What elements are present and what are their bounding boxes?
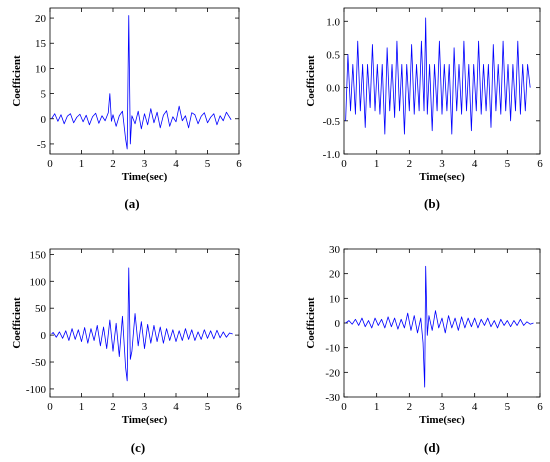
y-tick-label: -30 — [325, 392, 340, 404]
axes-frame — [343, 7, 541, 155]
x-tick-label: 4 — [173, 401, 179, 413]
y-tick-label: 150 — [30, 249, 47, 261]
x-tick-label: 6 — [537, 158, 543, 170]
x-tick-label: 2 — [110, 158, 116, 170]
y-tick-label: -50 — [31, 357, 46, 369]
y-tick-label: -1.0 — [323, 149, 341, 161]
y-tick-label: -5 — [37, 139, 47, 151]
x-axis-label: Time(sec) — [122, 171, 168, 183]
x-tick-label: 2 — [110, 401, 116, 413]
x-tick-label: 5 — [505, 401, 511, 413]
x-tick-label: 0 — [341, 158, 347, 170]
y-tick-label: 50 — [35, 303, 47, 315]
y-tick-label: 100 — [30, 276, 47, 288]
x-axis-label: Time(sec) — [122, 414, 168, 426]
x-tick-label: 3 — [439, 158, 445, 170]
x-tick-label: 6 — [236, 158, 242, 170]
x-tick-label: 6 — [236, 401, 242, 413]
y-tick-label: 30 — [329, 244, 341, 256]
y-tick-label: 20 — [35, 13, 47, 25]
y-tick-label: 15 — [35, 38, 47, 50]
y-tick-label: -0.5 — [323, 116, 341, 128]
axes-frame — [49, 7, 240, 155]
x-tick-label: 2 — [407, 158, 413, 170]
series-line-c-0 — [51, 267, 233, 382]
y-tick-label: 0 — [41, 114, 47, 126]
x-tick-label: 4 — [173, 158, 179, 170]
y-tick-label: 20 — [329, 269, 341, 281]
panel-label-c: (c) — [131, 440, 145, 455]
x-tick-label: 3 — [439, 401, 445, 413]
panel-c: 0 1 2 3 4 5 6 -100 -50 0 50 100 150 Time(sec) Coeffici… — [11, 248, 242, 455]
axes-frame — [49, 248, 240, 398]
panel-b: 0 1 2 3 4 5 6 -1.0 -0.5 0.0 0.5 1.0 Time(sec) Coeffic… — [305, 7, 543, 211]
x-tick-label: 5 — [505, 158, 511, 170]
x-tick-label: 1 — [374, 401, 380, 413]
y-axis-label: Coefficient — [305, 297, 317, 349]
x-tick-label: 0 — [47, 401, 53, 413]
x-axis-label: Time(sec) — [419, 414, 465, 426]
y-axis-label: Coefficient — [11, 55, 23, 107]
y-tick-label: 0 — [335, 318, 341, 330]
y-tick-label: 0.5 — [326, 49, 340, 61]
y-tick-label: -100 — [26, 384, 47, 396]
x-tick-label: 2 — [407, 401, 413, 413]
x-tick-label: 3 — [142, 158, 148, 170]
y-tick-label: -20 — [325, 367, 340, 379]
y-axis-label: Coefficient — [305, 55, 317, 107]
series-line-d-0 — [345, 265, 534, 388]
x-tick-label: 4 — [472, 401, 478, 413]
x-tick-label: 5 — [205, 401, 211, 413]
x-tick-label: 4 — [472, 158, 478, 170]
y-tick-label: 5 — [41, 89, 47, 101]
y-tick-label: 0.0 — [326, 83, 340, 95]
y-tick-label: 10 — [35, 63, 47, 75]
panel-label-a: (a) — [124, 196, 139, 211]
x-axis-label: Time(sec) — [419, 171, 465, 183]
y-tick-label: 1.0 — [326, 16, 340, 28]
series-line-b-0 — [345, 17, 531, 135]
x-tick-label: 0 — [341, 401, 347, 413]
x-tick-label: 3 — [142, 401, 148, 413]
y-axis-label: Coefficient — [11, 297, 23, 349]
x-tick-label: 1 — [374, 158, 380, 170]
y-tick-label: 0 — [41, 330, 47, 342]
panel-label-b: (b) — [424, 196, 440, 211]
panel-label-d: (d) — [424, 440, 440, 455]
x-tick-label: 1 — [79, 158, 85, 170]
x-tick-label: 0 — [47, 158, 53, 170]
x-tick-label: 6 — [537, 401, 543, 413]
x-tick-label: 5 — [205, 158, 211, 170]
y-tick-label: -10 — [325, 343, 340, 355]
y-tick-label: 10 — [329, 293, 341, 305]
series-line-a-0 — [51, 15, 232, 150]
panel-d: 0 1 2 3 4 5 6 -30 -20 -10 0 10 20 30 Time(sec) Coeffici… — [305, 244, 543, 455]
x-tick-label: 1 — [79, 401, 85, 413]
